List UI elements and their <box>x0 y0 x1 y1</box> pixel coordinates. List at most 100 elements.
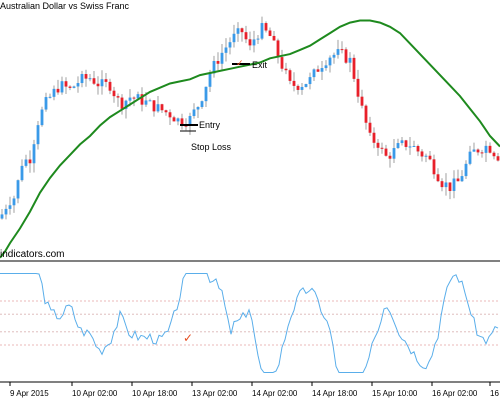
watermark: indicators.com <box>0 249 64 260</box>
candle-body <box>304 84 308 87</box>
candle-body <box>208 73 212 87</box>
candle-body <box>480 152 484 154</box>
candle-body <box>0 214 4 219</box>
candle-body <box>292 80 296 86</box>
candle-body <box>472 149 476 152</box>
candle-body <box>452 178 456 192</box>
candle-body <box>268 30 272 36</box>
candle-body <box>324 65 328 69</box>
candle-body <box>420 151 424 157</box>
candle-body <box>212 61 216 74</box>
candle-body <box>392 148 396 159</box>
x-tick-label: 10 Apr 02:00 <box>72 389 118 398</box>
candle-body <box>436 174 440 182</box>
candle-body <box>412 145 416 147</box>
candle-body <box>264 23 268 31</box>
candle-body <box>340 49 344 51</box>
candle-body <box>464 163 468 177</box>
candle-body <box>432 159 436 175</box>
candle-body <box>240 28 244 33</box>
candle-body <box>288 70 292 81</box>
price-panel: Australian Dollar vs Swiss Franc Entry St… <box>0 0 500 260</box>
candle-body <box>484 145 488 153</box>
candle-body <box>88 78 92 80</box>
candle-body <box>96 83 100 87</box>
x-tick-label: 14 Apr 02:00 <box>252 389 298 398</box>
candle-body <box>4 208 8 215</box>
candle-body <box>108 81 112 91</box>
candle-body <box>376 142 380 148</box>
candle-body <box>332 54 336 58</box>
candle-body <box>52 88 56 97</box>
x-tick-label: 13 Apr 02:00 <box>192 389 238 398</box>
candle-body <box>328 57 332 66</box>
candle-body <box>428 155 432 160</box>
candle-body <box>140 94 144 105</box>
candle-body <box>144 100 148 105</box>
candle-body <box>152 100 156 112</box>
candle-body <box>36 125 40 145</box>
candle-body <box>184 125 188 127</box>
candle-body <box>320 68 324 72</box>
candle-body <box>380 147 384 149</box>
candle-body <box>224 47 228 53</box>
candle-body <box>296 85 300 90</box>
exit-check-icon: ✓ <box>236 58 244 68</box>
x-tick-label: 9 Apr 2015 <box>10 389 49 398</box>
candle-body <box>364 105 368 123</box>
candle-body <box>24 159 28 166</box>
candle-body <box>28 159 32 164</box>
candle-body <box>60 81 64 93</box>
candle-body <box>440 181 444 188</box>
candle-body <box>312 69 316 78</box>
candle-body <box>284 68 288 71</box>
candle-body <box>344 49 348 63</box>
candle-body <box>204 86 208 102</box>
candle-body <box>260 23 264 39</box>
candle-body <box>372 132 376 143</box>
candle-body <box>120 97 124 109</box>
candle-body <box>276 40 280 58</box>
oscillator-panel: ✓ <box>0 262 500 382</box>
x-tick-label: 10 Apr 18:00 <box>132 389 178 398</box>
candle-body <box>136 94 140 99</box>
candle-body <box>180 118 184 126</box>
candle-body <box>448 182 452 192</box>
candle-body <box>348 57 352 63</box>
candle-body <box>156 104 160 112</box>
candle-body <box>80 74 84 84</box>
candle-body <box>228 42 232 48</box>
candle-body <box>236 28 240 34</box>
exit-label: Exit <box>252 60 268 70</box>
candle-body <box>124 100 128 109</box>
oscillator-check-mark: ✓ <box>183 331 193 345</box>
signals: Entry Stop Loss ✓ Exit <box>180 58 268 152</box>
candle-body <box>84 74 88 79</box>
candle-body <box>168 112 172 118</box>
candle-body <box>48 96 52 98</box>
candle-body <box>92 78 96 84</box>
candle-body <box>388 155 392 159</box>
candle-body <box>40 109 44 126</box>
candle-body <box>308 77 312 85</box>
oscillator-line <box>0 273 499 373</box>
candle-body <box>416 145 420 152</box>
candle-body <box>424 155 428 157</box>
candle-body <box>396 143 400 149</box>
candle-body <box>20 165 24 181</box>
candle-body <box>76 83 80 87</box>
candle-body <box>128 97 132 101</box>
candle-body <box>408 146 412 148</box>
candle-body <box>148 100 152 102</box>
candle-body <box>192 109 196 117</box>
candle-body <box>232 33 236 43</box>
candle-body <box>56 88 60 93</box>
candle-body <box>244 32 248 40</box>
candle-body <box>188 116 192 126</box>
candle-body <box>356 78 360 97</box>
candle-body <box>100 79 104 87</box>
candle-body <box>404 140 408 147</box>
candle-body <box>368 122 372 133</box>
candle-body <box>172 117 176 122</box>
